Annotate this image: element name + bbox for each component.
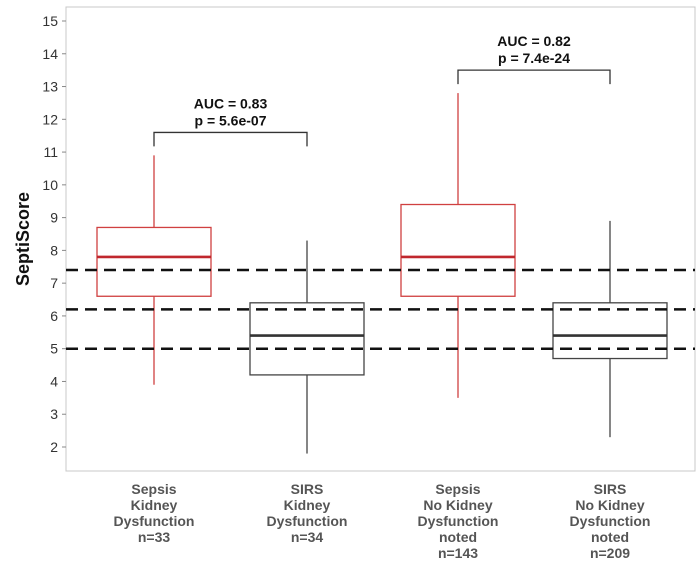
category-label-line: Dysfunction <box>114 513 195 529</box>
category-label-line: Sepsis <box>131 481 176 497</box>
category-label-line: n=143 <box>438 545 478 561</box>
comparison-bracket <box>153 131 308 147</box>
category-label-line: Dysfunction <box>418 513 499 529</box>
category-label-line: SIRS <box>291 481 324 497</box>
y-tick-label: 14 <box>42 46 58 62</box>
category-label-line: n=33 <box>138 529 171 545</box>
box-4 <box>552 220 668 438</box>
y-tick-label: 15 <box>42 13 58 29</box>
box-3 <box>400 93 516 398</box>
y-tick-label: 3 <box>50 406 58 422</box>
iqr-box <box>249 302 365 376</box>
category-label-line: No Kidney <box>423 497 492 513</box>
y-tick-label: 12 <box>42 111 58 127</box>
y-tick-label: 13 <box>42 79 58 95</box>
boxes <box>96 93 668 454</box>
box-2 <box>249 240 365 454</box>
y-tick-label: 6 <box>50 308 58 324</box>
comparison-annotations: AUC = 0.83p = 5.6e-07 AUC = 0.82p = 7.4e-… <box>153 33 611 147</box>
category-label-line: Dysfunction <box>267 513 348 529</box>
y-tick-label: 5 <box>50 341 58 357</box>
y-tick-label: 10 <box>42 177 58 193</box>
comparison-label: AUC = 0.82 <box>497 33 571 49</box>
y-tick-label: 11 <box>43 144 58 160</box>
y-axis: 2 3 4 5 6 7 8 9 10 11 12 13 14 15 <box>42 13 66 455</box>
comparison-label: p = 5.6e-07 <box>195 112 267 128</box>
comparison-bracket <box>457 69 611 85</box>
category-label-line: noted <box>439 529 477 545</box>
category-label-line: Kidney <box>131 497 178 513</box>
category-label-line: noted <box>591 529 629 545</box>
y-tick-label: 2 <box>50 439 58 455</box>
iqr-box <box>400 203 516 297</box>
comparison-2: AUC = 0.82p = 7.4e-24 <box>457 33 611 85</box>
comparison-label: AUC = 0.83 <box>194 95 268 111</box>
y-tick-label: 4 <box>50 373 58 389</box>
category-label-line: n=209 <box>590 545 630 561</box>
category-label-line: Sepsis <box>435 481 480 497</box>
threshold-lines <box>66 268 695 350</box>
y-axis-title: SeptiScore <box>13 192 33 286</box>
x-axis-category-labels: SepsisKidneyDysfunctionn=33SIRSKidneyDys… <box>114 481 651 561</box>
category-label-line: n=34 <box>291 529 324 545</box>
plot-frame <box>65 6 696 472</box>
category-label-line: No Kidney <box>575 497 644 513</box>
iqr-box <box>552 302 668 360</box>
iqr-box <box>96 226 212 297</box>
comparison-label: p = 7.4e-24 <box>498 50 570 66</box>
category-label-line: Dysfunction <box>570 513 651 529</box>
y-tick-label: 9 <box>50 210 58 226</box>
y-tick-label: 8 <box>50 242 58 258</box>
box-1 <box>96 155 212 385</box>
category-label-line: Kidney <box>284 497 331 513</box>
category-label-line: SIRS <box>594 481 627 497</box>
comparison-1: AUC = 0.83p = 5.6e-07 <box>153 95 308 147</box>
y-tick-label: 7 <box>50 275 58 291</box>
